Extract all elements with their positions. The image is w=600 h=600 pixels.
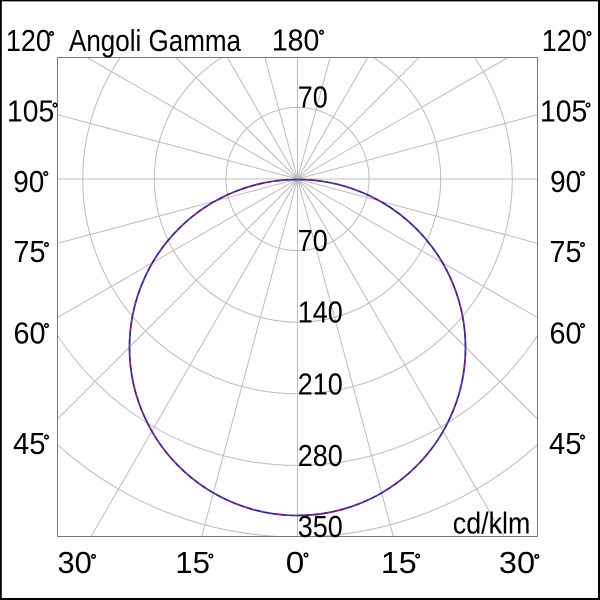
svg-text:60: 60 (14, 316, 46, 351)
svg-text:105: 105 (540, 94, 587, 129)
svg-text:140: 140 (298, 295, 343, 330)
svg-text:15: 15 (175, 545, 210, 580)
svg-text:Angoli Gamma: Angoli Gamma (69, 23, 242, 58)
svg-text:60: 60 (550, 316, 582, 351)
svg-text:90: 90 (550, 164, 581, 199)
svg-text:30: 30 (57, 545, 91, 580)
svg-text:0: 0 (286, 545, 305, 580)
svg-text:280: 280 (298, 438, 343, 473)
svg-text:30: 30 (499, 545, 535, 580)
svg-text:75: 75 (14, 234, 46, 269)
svg-text:70: 70 (298, 80, 328, 115)
svg-text:210: 210 (298, 366, 343, 401)
svg-text:75: 75 (550, 234, 582, 269)
svg-text:120: 120 (6, 23, 51, 58)
svg-text:45: 45 (13, 426, 46, 461)
svg-text:45: 45 (549, 426, 582, 461)
svg-text:120: 120 (542, 23, 587, 58)
svg-text:70: 70 (298, 223, 328, 258)
svg-text:cd/klm: cd/klm (453, 506, 531, 541)
svg-text:15: 15 (381, 545, 417, 580)
svg-text:90: 90 (13, 164, 44, 199)
svg-text:180: 180 (272, 22, 320, 57)
svg-text:105: 105 (7, 94, 54, 129)
svg-text:350: 350 (298, 509, 343, 544)
